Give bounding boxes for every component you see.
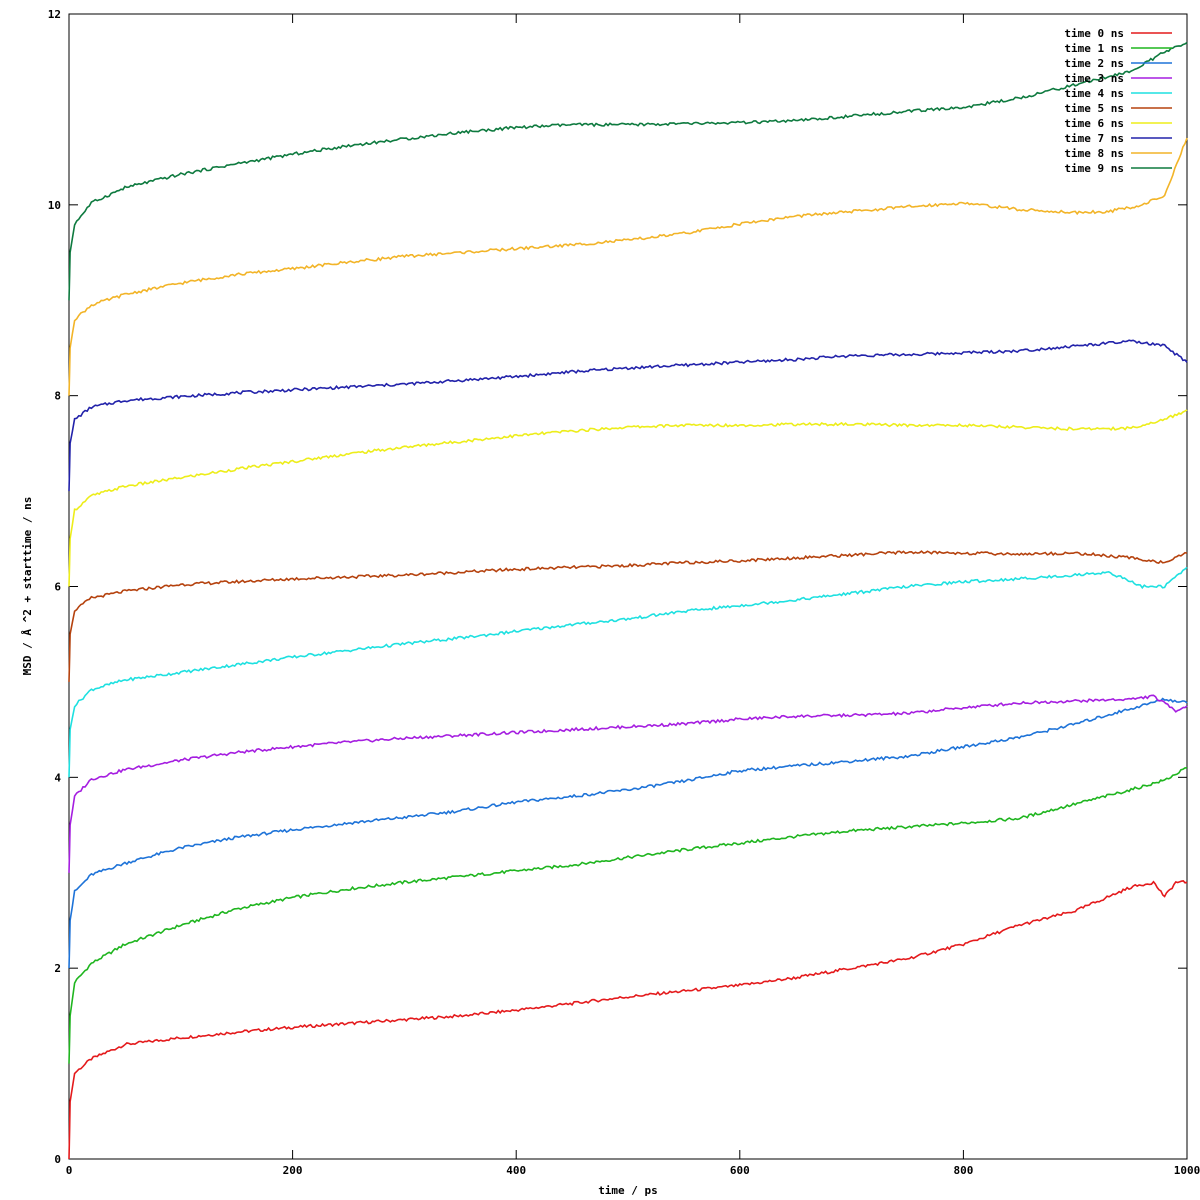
axis-tick-labels: 0 200 400 600 800 1000 0 2 4 6 8 10 12: [48, 8, 1200, 1177]
legend-label-7: time 7 ns: [1064, 132, 1124, 145]
series-line-2: [68, 697, 1188, 969]
legend-label-9: time 9 ns: [1064, 162, 1124, 175]
y-tick-label-0: 0: [54, 1153, 61, 1166]
legend-label-1: time 1 ns: [1064, 42, 1124, 55]
x-tick-label-2: 400: [506, 1164, 526, 1177]
legend: time 0 ns time 1 ns time 2 ns time 3 ns time…: [1064, 27, 1172, 175]
axis-ticks: [68, 13, 1188, 1160]
y-tick-label-5: 10: [48, 199, 61, 212]
series-line-8: [68, 137, 1188, 396]
x-tick-label-4: 800: [953, 1164, 973, 1177]
series-line-1: [68, 767, 1188, 1064]
series-line-3: [68, 694, 1188, 873]
series-lines: [68, 41, 1188, 1160]
y-tick-label-1: 2: [54, 962, 61, 975]
x-tick-label-0: 0: [66, 1164, 73, 1177]
legend-label-6: time 6 ns: [1064, 117, 1124, 130]
y-axis-label: MSD / Å ^2 + starttime / ns: [21, 497, 34, 676]
series-line-4: [68, 566, 1188, 778]
series-line-5: [68, 550, 1188, 682]
legend-label-8: time 8 ns: [1064, 147, 1124, 160]
plot-frame: [68, 13, 1188, 1160]
series-line-9: [68, 41, 1188, 301]
series-line-7: [68, 339, 1188, 492]
y-tick-label-6: 12: [48, 8, 61, 21]
y-tick-label-3: 6: [54, 581, 61, 594]
legend-label-5: time 5 ns: [1064, 102, 1124, 115]
x-axis-label: time / ps: [598, 1184, 658, 1197]
x-tick-label-5: 1000: [1174, 1164, 1200, 1177]
series-line-0: [68, 880, 1188, 1160]
y-tick-label-4: 8: [54, 390, 61, 403]
x-tick-label-1: 200: [283, 1164, 303, 1177]
legend-label-0: time 0 ns: [1064, 27, 1124, 40]
x-tick-label-3: 600: [730, 1164, 750, 1177]
legend-label-4: time 4 ns: [1064, 87, 1124, 100]
legend-label-3: time 3 ns: [1064, 72, 1124, 85]
legend-label-2: time 2 ns: [1064, 57, 1124, 70]
y-tick-label-2: 4: [54, 771, 61, 784]
series-line-6: [68, 409, 1188, 587]
